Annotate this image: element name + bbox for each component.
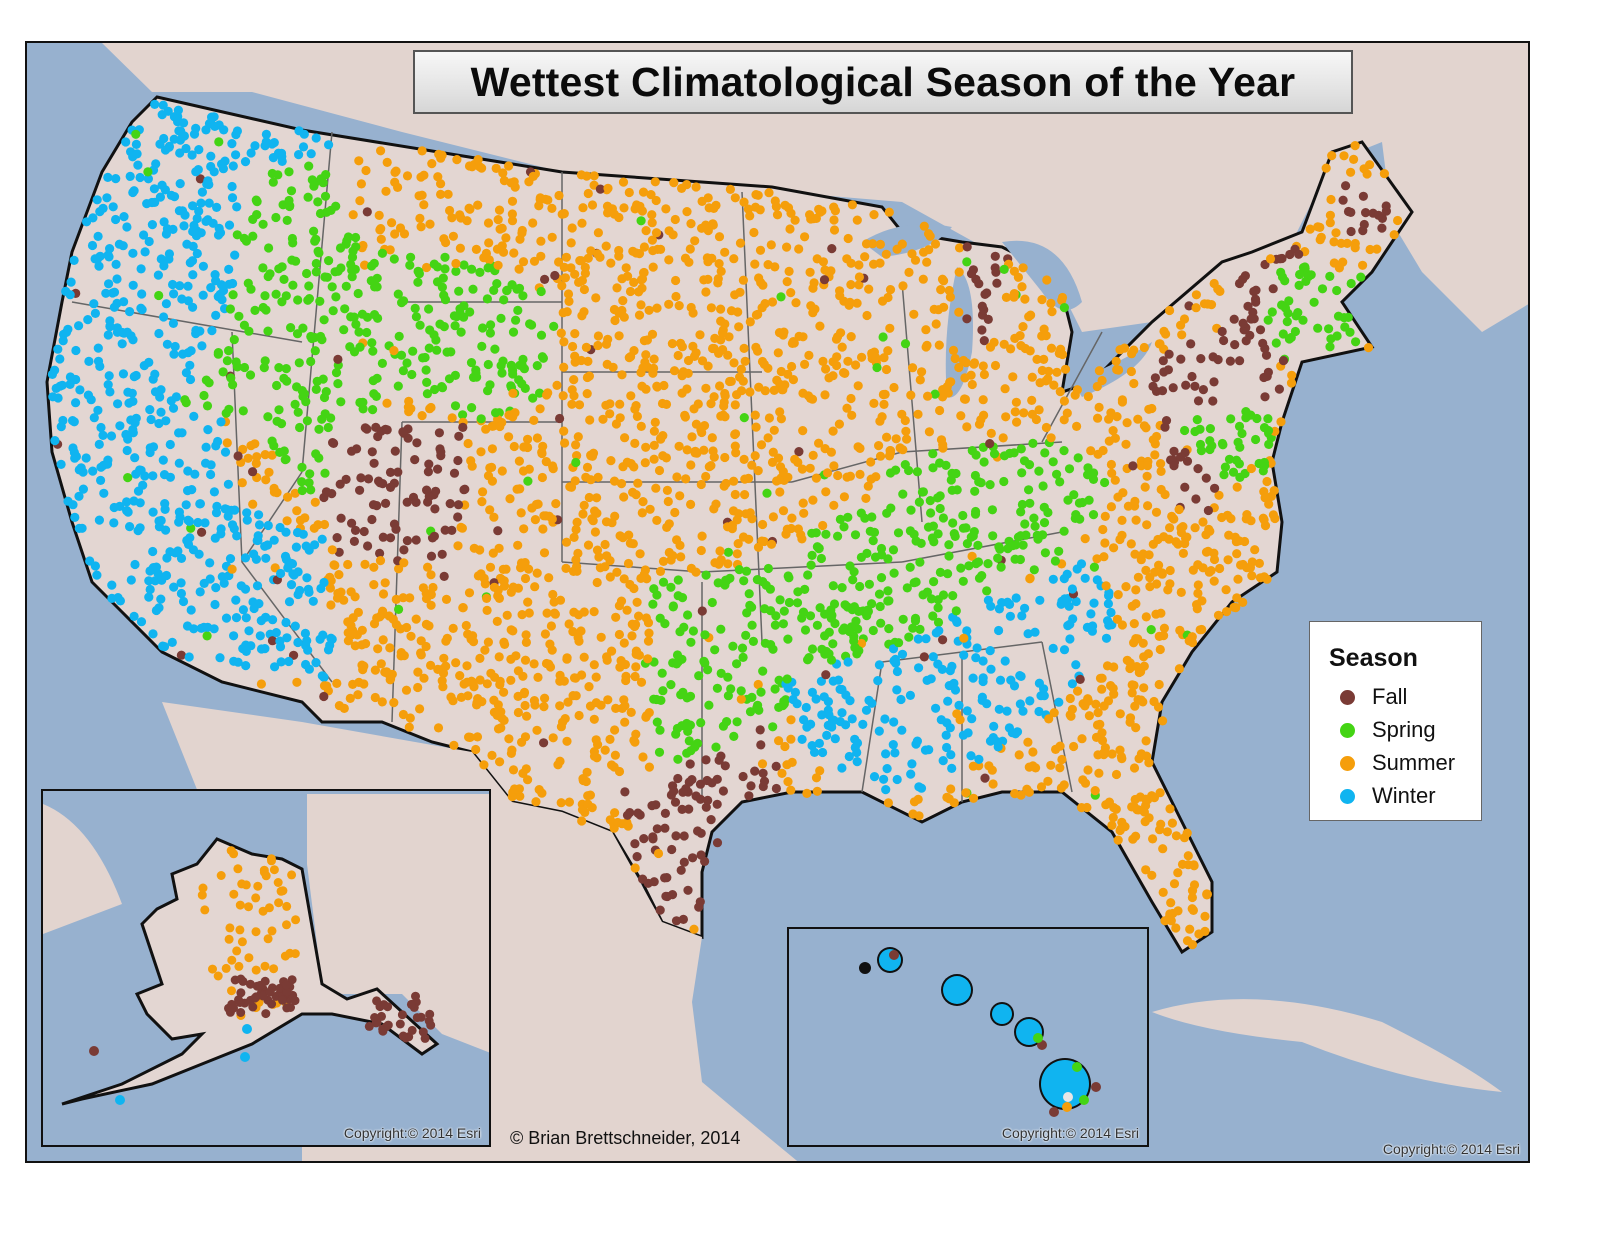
spring-dot-icon xyxy=(1340,722,1355,738)
fall-dot-icon xyxy=(1340,689,1355,705)
legend-label: Summer xyxy=(1372,750,1456,775)
winter-dot-icon xyxy=(1340,788,1355,804)
legend: Season Fall Spring Summer Winter xyxy=(1309,621,1482,821)
alaska-copyright: Copyright:© 2014 Esri xyxy=(343,1125,481,1141)
legend-label: Fall xyxy=(1372,684,1408,709)
hawaii-map xyxy=(789,929,1147,1145)
main-copyright: Copyright:© 2014 Esri xyxy=(1382,1141,1520,1157)
legend-item-fall: Fall xyxy=(1340,684,1407,710)
hawaii-inset: Copyright:© 2014 Esri xyxy=(787,927,1149,1147)
alaska-inset: Copyright:© 2014 Esri xyxy=(41,789,491,1147)
map-frame: Wettest Climatological Season of the Yea… xyxy=(25,41,1530,1163)
alaska-map xyxy=(43,791,489,1145)
legend-item-winter: Winter xyxy=(1340,783,1436,809)
legend-item-spring: Spring xyxy=(1340,717,1436,743)
summer-dot-icon xyxy=(1340,755,1355,771)
legend-label: Winter xyxy=(1372,783,1436,808)
hawaii-copyright: Copyright:© 2014 Esri xyxy=(1001,1125,1139,1141)
legend-item-summer: Summer xyxy=(1340,750,1455,776)
map-title-box: Wettest Climatological Season of the Yea… xyxy=(413,50,1353,114)
legend-title: Season xyxy=(1329,644,1418,672)
alaska-outline xyxy=(61,837,440,1106)
map-title: Wettest Climatological Season of the Yea… xyxy=(470,58,1296,105)
author-credit: © Brian Brettschneider, 2014 xyxy=(510,1128,741,1148)
legend-label: Spring xyxy=(1372,717,1436,742)
